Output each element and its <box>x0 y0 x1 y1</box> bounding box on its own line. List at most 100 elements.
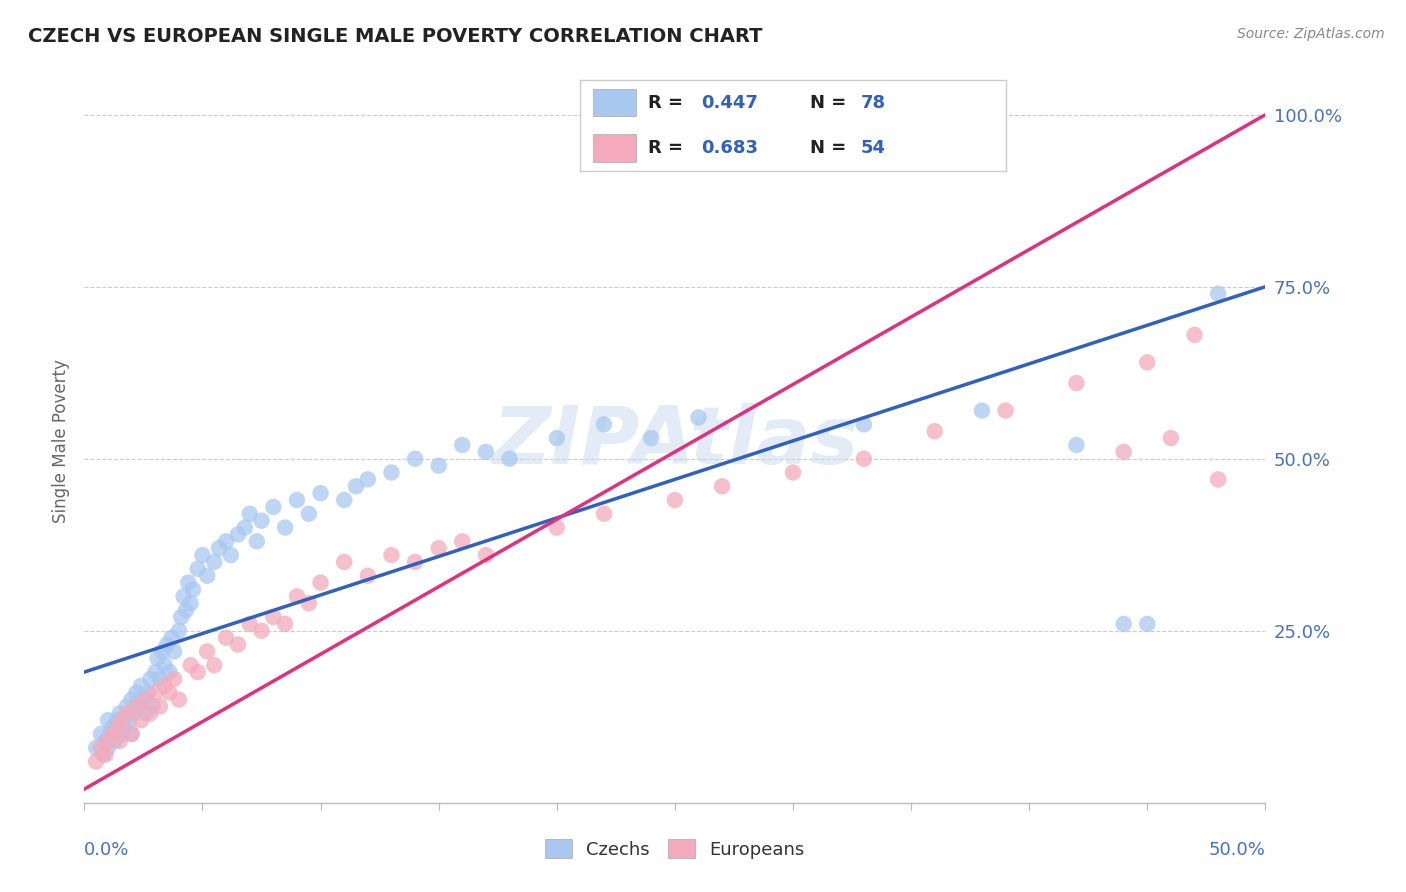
Point <box>640 431 662 445</box>
Point <box>195 644 218 658</box>
Point <box>149 699 172 714</box>
Point <box>380 548 402 562</box>
Point <box>180 596 202 610</box>
Point <box>309 486 332 500</box>
Point <box>163 672 186 686</box>
Point <box>167 624 190 638</box>
Point <box>139 672 162 686</box>
Point <box>208 541 231 556</box>
Point <box>108 734 131 748</box>
Point <box>125 686 148 700</box>
Point <box>142 699 165 714</box>
Point <box>262 500 284 514</box>
Point <box>1112 616 1135 631</box>
Point <box>177 575 200 590</box>
Point <box>173 590 195 604</box>
Point <box>711 479 734 493</box>
Point <box>1066 438 1088 452</box>
Point <box>246 534 269 549</box>
Point <box>664 493 686 508</box>
Point <box>122 706 145 721</box>
Point <box>157 665 180 679</box>
Point <box>593 417 616 432</box>
Point <box>852 451 875 466</box>
Point <box>125 699 148 714</box>
Point <box>688 410 710 425</box>
Point <box>1136 616 1159 631</box>
Point <box>195 568 218 582</box>
Text: 0.0%: 0.0% <box>84 840 129 859</box>
Point <box>115 699 138 714</box>
Point <box>1160 431 1182 445</box>
Point <box>98 727 121 741</box>
Point <box>150 644 173 658</box>
Legend: Czechs, Europeans: Czechs, Europeans <box>537 832 813 866</box>
Point <box>187 562 209 576</box>
Point <box>180 658 202 673</box>
Point <box>149 672 172 686</box>
Point <box>593 507 616 521</box>
Text: ZIPAtlas: ZIPAtlas <box>492 402 858 481</box>
Point <box>97 740 120 755</box>
Point <box>262 610 284 624</box>
Point <box>163 644 186 658</box>
Point <box>153 658 176 673</box>
Point <box>357 472 380 486</box>
Point <box>1066 376 1088 390</box>
Point <box>994 403 1017 417</box>
Point <box>107 713 129 727</box>
Point <box>114 720 136 734</box>
Point <box>121 692 143 706</box>
Point <box>191 548 214 562</box>
Point <box>167 692 190 706</box>
Point <box>274 616 297 631</box>
Point <box>170 610 193 624</box>
Point <box>233 520 256 534</box>
Point <box>1112 445 1135 459</box>
Point <box>475 445 498 459</box>
Point <box>285 493 308 508</box>
Point <box>1136 355 1159 369</box>
Point <box>135 706 157 721</box>
Point <box>404 451 426 466</box>
Point <box>101 727 124 741</box>
Point <box>250 624 273 638</box>
Point <box>357 568 380 582</box>
Point <box>298 507 321 521</box>
Point <box>111 727 134 741</box>
Point <box>924 424 946 438</box>
Point <box>226 527 249 541</box>
Point <box>156 638 179 652</box>
Point <box>202 555 225 569</box>
Point <box>333 493 356 508</box>
Point <box>115 706 138 721</box>
Point <box>250 514 273 528</box>
Point <box>128 699 150 714</box>
Point <box>1206 286 1229 301</box>
Point <box>404 555 426 569</box>
Point <box>285 590 308 604</box>
Point <box>107 720 129 734</box>
Point <box>427 458 450 473</box>
Point <box>344 479 367 493</box>
Point <box>136 686 159 700</box>
Point <box>84 755 107 769</box>
Point <box>546 520 568 534</box>
Point <box>97 713 120 727</box>
Point <box>274 520 297 534</box>
Point <box>174 603 197 617</box>
Point <box>121 727 143 741</box>
Point <box>135 692 157 706</box>
Point <box>153 679 176 693</box>
Point <box>782 466 804 480</box>
Point <box>143 665 166 679</box>
Point <box>546 431 568 445</box>
Point <box>90 740 112 755</box>
Point <box>146 651 169 665</box>
Point <box>852 417 875 432</box>
Point <box>498 451 520 466</box>
Point <box>298 596 321 610</box>
Point <box>451 534 474 549</box>
Y-axis label: Single Male Poverty: Single Male Poverty <box>52 359 70 524</box>
Point <box>129 713 152 727</box>
